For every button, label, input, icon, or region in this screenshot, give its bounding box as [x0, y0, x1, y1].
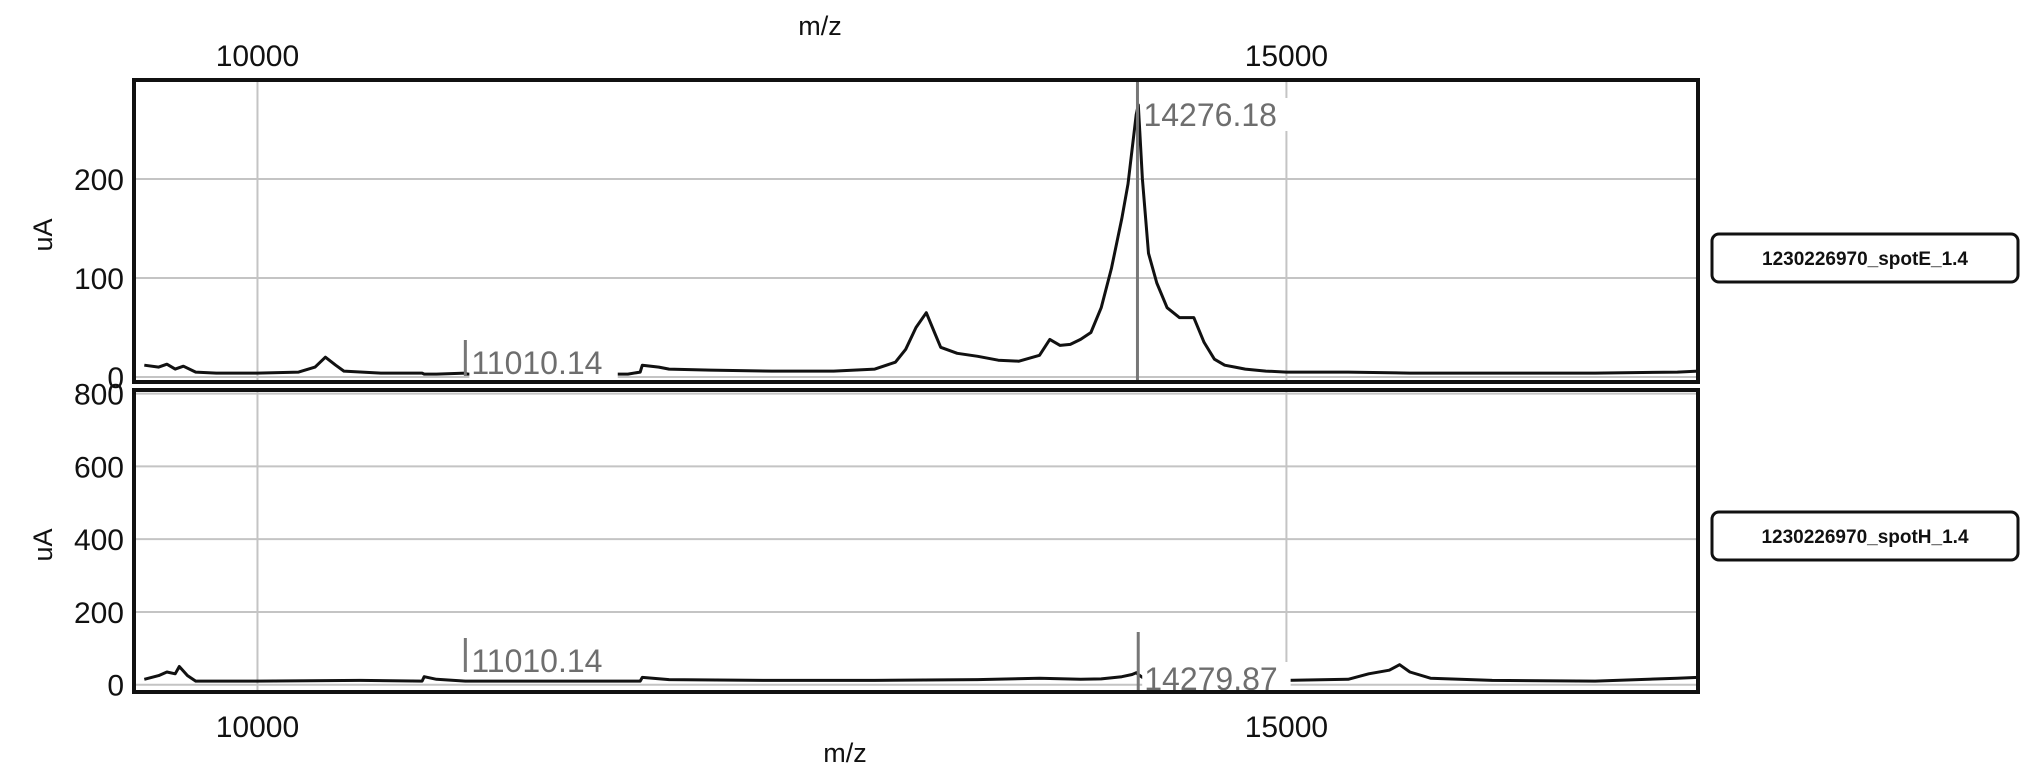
top-y-tick-label: 200	[74, 164, 124, 197]
bottom-y-tick-label: 600	[74, 451, 124, 484]
bottom-x-tick-label: 15000	[1245, 711, 1328, 744]
top-panel: 0 100 200 10000 15000 14276.18 11010.14 uA 12…	[28, 40, 2020, 395]
bottom-y-axis-title: uA	[28, 528, 58, 561]
bottom-peak-label-bg	[469, 644, 618, 677]
bottom-x-tick-label: 10000	[216, 711, 299, 744]
top-peak-label: 11010.14	[471, 345, 602, 381]
bottom-y-tick-label: 0	[107, 670, 124, 703]
top-x-axis-title: m/z	[798, 11, 842, 41]
top-spectrum-line	[144, 103, 1699, 376]
bottom-legend-label: 1230226970_spotH_1.4	[1761, 527, 1968, 548]
top-legend-label: 1230226970_spotE_1.4	[1762, 249, 1968, 270]
bottom-peak-label: 11010.14	[471, 643, 602, 679]
bottom-x-axis-title: m/z	[823, 738, 867, 768]
bottom-y-tick-label: 200	[74, 597, 124, 630]
top-y-tick-label: 0	[107, 362, 124, 395]
bottom-y-tick-label: 400	[74, 524, 124, 557]
bottom-y-tick-label: 800	[74, 379, 124, 412]
top-legend-box	[1710, 232, 2020, 284]
bottom-spectrum-line	[143, 663, 1699, 683]
top-peak-label-bg	[1141, 98, 1290, 131]
top-x-tick-label: 10000	[216, 40, 299, 73]
top-peak-label-bg	[469, 346, 618, 379]
top-legend: 1230226970_spotE_1.4	[1710, 232, 2020, 284]
top-y-tick-label: 100	[74, 263, 124, 296]
top-plot-frame	[132, 78, 1700, 384]
top-peak-label: 14276.18	[1143, 97, 1276, 133]
bottom-plot-frame	[132, 388, 1700, 694]
top-x-tick-label: 15000	[1245, 40, 1328, 73]
bottom-legend-box	[1710, 510, 2020, 562]
bottom-peak-label-bg	[1142, 662, 1291, 695]
top-y-axis-title: uA	[28, 218, 58, 251]
bottom-legend: 1230226970_spotH_1.4	[1710, 510, 2020, 562]
